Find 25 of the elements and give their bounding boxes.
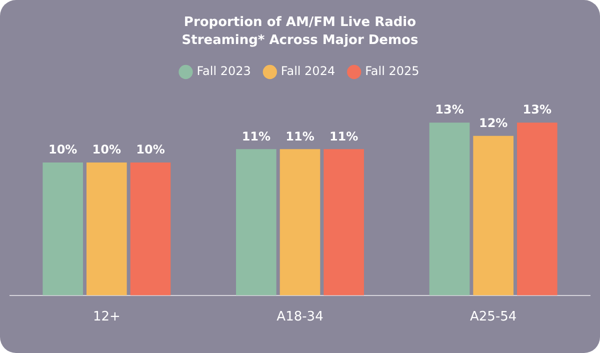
bar: [86, 162, 127, 296]
chart-title: Proportion of AM/FM Live Radio Streaming* Across Major Demos: [180, 14, 420, 50]
data-label: 13%: [522, 102, 552, 117]
bar: [324, 149, 364, 296]
x-tick-label: 12+: [92, 310, 120, 325]
bar: [429, 122, 470, 296]
data-label: 11%: [286, 129, 314, 144]
legend-label: Fall 2025: [365, 64, 420, 78]
data-label: 13%: [435, 102, 464, 117]
data-label: 11%: [242, 129, 271, 144]
legend-label: Fall 2024: [280, 64, 336, 78]
data-label: 12%: [478, 116, 508, 130]
bar: [516, 122, 558, 296]
data-label: 10%: [136, 142, 165, 157]
bar: [42, 162, 84, 296]
data-label: 11%: [329, 129, 358, 144]
x-tick-label: A18-34: [276, 310, 324, 325]
x-tick-label: A25-54: [470, 310, 517, 325]
legend-label: Fall 2023: [196, 64, 251, 78]
data-label: 10%: [48, 142, 78, 157]
bar: [280, 149, 320, 296]
bar: [130, 162, 171, 296]
bar: [236, 149, 276, 296]
bar: [473, 136, 514, 296]
data-label: 10%: [92, 142, 122, 157]
